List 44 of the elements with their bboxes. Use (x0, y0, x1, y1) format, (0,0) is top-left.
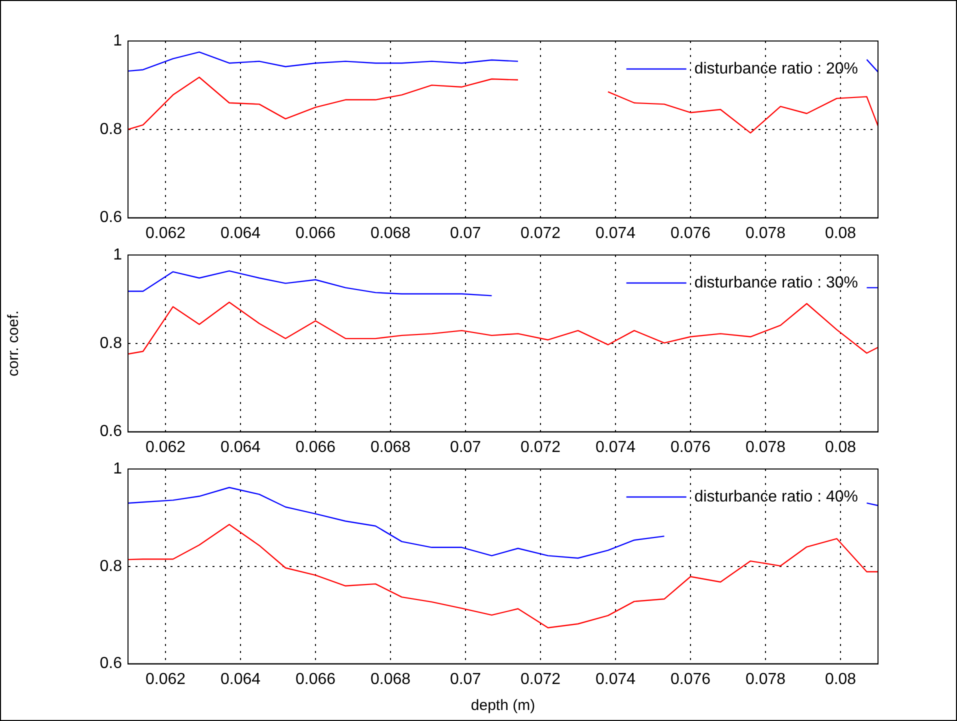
x-tick-label: 0.068 (370, 670, 411, 688)
x-tick-label: 0.062 (145, 438, 186, 456)
x-tick-label: 0.074 (595, 438, 636, 456)
legend-label: disturbance ratio : 30% (694, 274, 858, 292)
x-tick-label: 0.064 (220, 438, 261, 456)
y-tick-label: 1 (113, 32, 122, 50)
x-tick-label: 0.074 (595, 224, 636, 242)
y-tick-label: 0.8 (100, 120, 122, 138)
x-tick-label: 0.076 (670, 438, 711, 456)
x-tick-label: 0.062 (145, 670, 186, 688)
x-tick-label: 0.066 (295, 670, 336, 688)
legend-label: disturbance ratio : 40% (694, 488, 858, 506)
x-tick-label: 0.078 (745, 670, 786, 688)
x-tick-label: 0.076 (670, 224, 711, 242)
x-tick-label: 0.078 (745, 224, 786, 242)
x-tick-label: 0.074 (595, 670, 636, 688)
x-tick-label: 0.08 (824, 224, 856, 242)
x-axis-title: depth (m) (470, 697, 536, 714)
x-tick-label: 0.064 (220, 224, 261, 242)
legend-label: disturbance ratio : 20% (694, 60, 858, 78)
x-tick-label: 0.08 (824, 438, 856, 456)
x-tick-label: 0.072 (520, 670, 561, 688)
x-tick-label: 0.078 (745, 438, 786, 456)
x-tick-label: 0.066 (295, 438, 336, 456)
x-tick-label: 0.07 (450, 224, 482, 242)
y-axis-title: corr. coef. (5, 310, 22, 376)
x-tick-label: 0.076 (670, 670, 711, 688)
y-tick-label: 0.6 (100, 655, 122, 672)
x-tick-label: 0.072 (520, 438, 561, 456)
y-tick-label: 0.6 (100, 209, 122, 226)
y-tick-label: 0.8 (100, 558, 122, 575)
x-tick-label: 0.07 (450, 670, 482, 688)
x-tick-label: 0.07 (450, 438, 482, 456)
x-tick-label: 0.064 (220, 670, 261, 688)
x-tick-label: 0.068 (370, 438, 411, 456)
y-tick-label: 0.6 (100, 423, 122, 440)
x-tick-label: 0.062 (145, 224, 186, 242)
x-tick-label: 0.066 (295, 224, 336, 242)
x-tick-label: 0.072 (520, 224, 561, 242)
y-tick-label: 0.8 (100, 334, 122, 352)
y-tick-label: 1 (113, 460, 122, 478)
x-tick-label: 0.08 (824, 670, 856, 688)
x-tick-label: 0.068 (370, 224, 411, 242)
y-tick-label: 1 (113, 246, 122, 264)
